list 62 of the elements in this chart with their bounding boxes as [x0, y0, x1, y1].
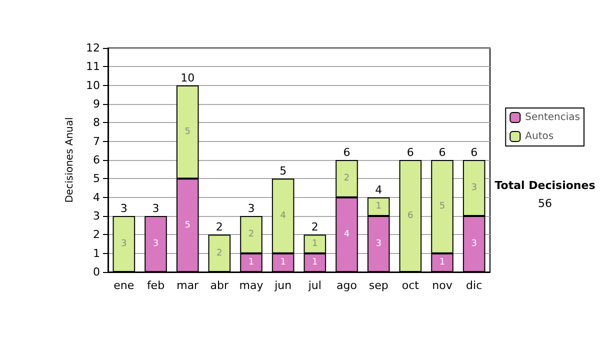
- y-tick-label: 7: [93, 134, 100, 148]
- data-label: 3: [152, 239, 159, 249]
- data-label: 1: [280, 258, 286, 268]
- x-tick-label: feb: [146, 279, 165, 292]
- total-label: 6: [470, 146, 478, 159]
- data-label: 1: [376, 202, 382, 212]
- data-label: 3: [471, 183, 477, 193]
- legend-label: Sentencias: [525, 112, 580, 123]
- total-label: 6: [438, 146, 446, 159]
- data-label: 5: [184, 127, 190, 137]
- data-label: 3: [471, 239, 477, 249]
- x-tick-label: sep: [368, 279, 388, 292]
- x-tick-label: jun: [274, 279, 292, 292]
- y-tick-label: 10: [86, 78, 100, 92]
- total-label: 3: [120, 202, 128, 215]
- data-label: 3: [376, 239, 382, 249]
- x-tick-label: abr: [210, 279, 230, 292]
- total-label: 6: [406, 146, 414, 159]
- total-label: 3: [248, 202, 255, 215]
- total-label: 5: [280, 164, 287, 178]
- data-label: 1: [312, 258, 318, 268]
- data-label: 2: [344, 174, 350, 184]
- y-tick-label: 2: [93, 228, 100, 242]
- total-label: 4: [375, 183, 382, 196]
- text: Total Decisiones: [494, 179, 596, 192]
- total-label: 3: [152, 202, 160, 215]
- x-tick-label: ene: [114, 279, 134, 292]
- data-label: 4: [280, 211, 286, 221]
- x-tick-label: nov: [432, 279, 453, 292]
- y-tick-label: 0: [93, 266, 100, 278]
- total-label: 10: [180, 71, 195, 84]
- x-tick-label: dic: [466, 279, 482, 292]
- data-label: 1: [248, 258, 254, 268]
- data-label: 5: [184, 220, 190, 230]
- x-tick-label: ago: [336, 279, 358, 292]
- total-label: 2: [216, 220, 223, 234]
- y-tick-label: 11: [86, 60, 100, 74]
- total-label: 2: [311, 220, 318, 234]
- y-tick-label: 6: [93, 154, 100, 166]
- total-label: 6: [343, 146, 350, 159]
- data-label: 4: [344, 230, 350, 240]
- data-label: 1: [312, 239, 318, 249]
- data-label: 1: [439, 258, 446, 268]
- legend-label: Autos: [525, 131, 554, 142]
- y-tick-label: 12: [86, 42, 100, 54]
- x-tick-label: oct: [402, 279, 420, 292]
- text: 56: [538, 197, 552, 210]
- y-tick-label: 1: [93, 246, 100, 260]
- data-label: 2: [248, 230, 254, 240]
- y-tick-label: 5: [93, 172, 100, 186]
- data-label: 3: [121, 239, 127, 249]
- y-tick-label: 8: [93, 116, 100, 130]
- y-tick-label: 4: [93, 190, 100, 204]
- x-tick-label: may: [239, 279, 264, 292]
- y-tick-label: 9: [93, 98, 100, 110]
- data-label: 6: [408, 211, 414, 221]
- data-label: 2: [216, 248, 222, 258]
- y-tick-label: 3: [93, 210, 100, 222]
- y-axis-title: Decisiones Anual: [64, 117, 76, 203]
- x-tick-label: jul: [307, 279, 322, 292]
- data-label: 5: [439, 202, 446, 212]
- x-tick-label: mar: [176, 279, 200, 292]
